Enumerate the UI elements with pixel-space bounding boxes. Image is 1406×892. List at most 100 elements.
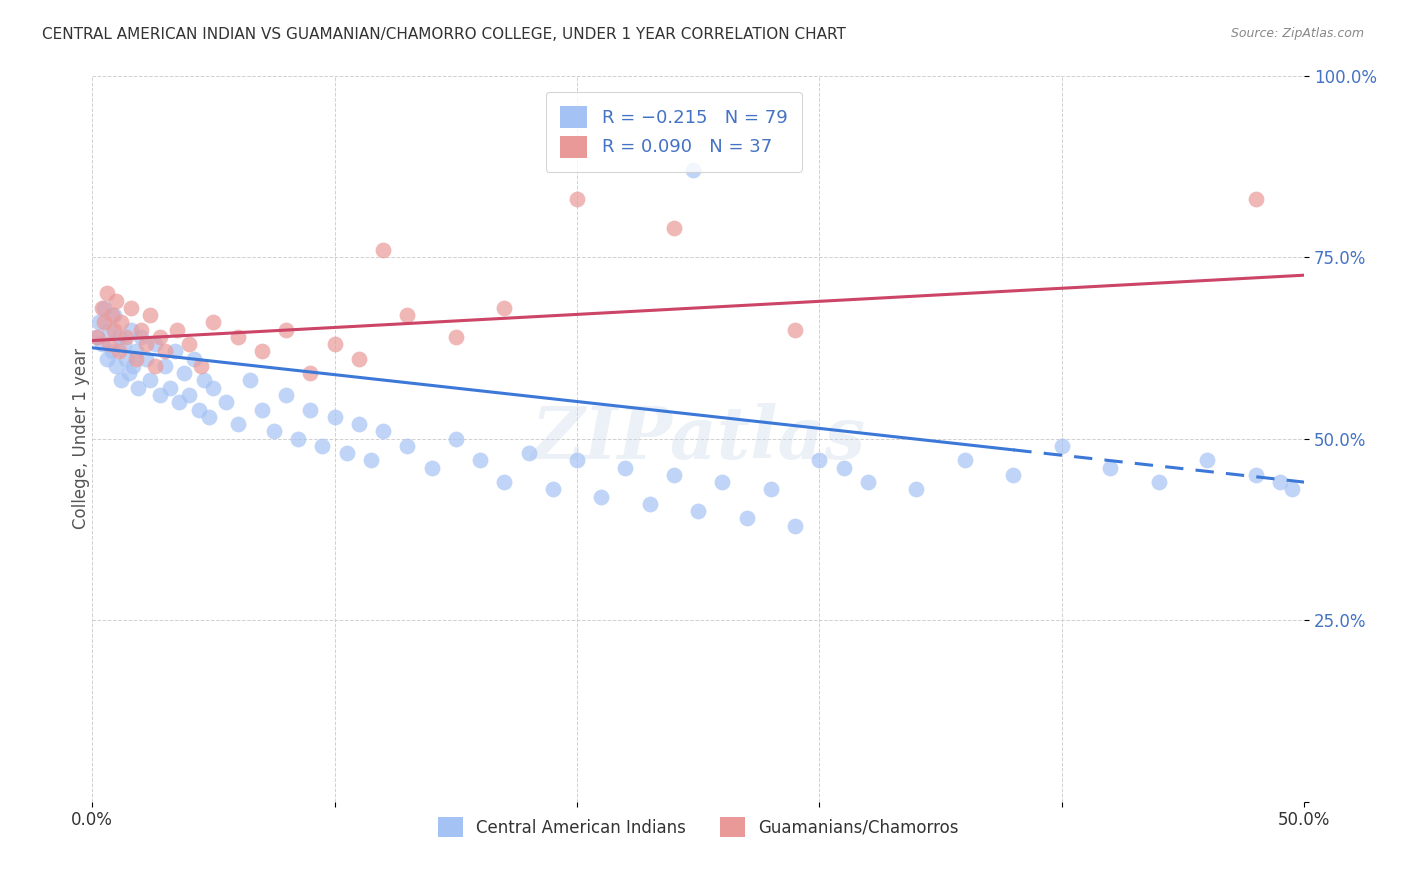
Point <box>120 301 142 315</box>
Point <box>1147 475 1170 489</box>
Point <box>638 497 661 511</box>
Point <box>396 308 419 322</box>
Point <box>187 402 209 417</box>
Point <box>108 344 131 359</box>
Point <box>468 453 491 467</box>
Point <box>110 374 132 388</box>
Point <box>100 308 122 322</box>
Point <box>371 425 394 439</box>
Point <box>541 483 564 497</box>
Point <box>565 453 588 467</box>
Point <box>89 315 111 329</box>
Point <box>173 366 195 380</box>
Point <box>108 330 131 344</box>
Point <box>785 518 807 533</box>
Point <box>347 417 370 431</box>
Point <box>1281 483 1303 497</box>
Point <box>86 330 108 344</box>
Point <box>96 351 118 366</box>
Point <box>299 366 322 380</box>
Point <box>129 323 152 337</box>
Point <box>153 344 176 359</box>
Point <box>129 330 152 344</box>
Point <box>785 323 807 337</box>
Point <box>134 337 156 351</box>
Point <box>153 359 176 373</box>
Point <box>1268 475 1291 489</box>
Point <box>190 359 212 373</box>
Point <box>112 337 135 351</box>
Point <box>311 439 333 453</box>
Point <box>808 453 831 467</box>
Point <box>1244 192 1267 206</box>
Point <box>1244 467 1267 482</box>
Point <box>202 315 225 329</box>
Point <box>125 351 148 366</box>
Text: ZIPatlas: ZIPatlas <box>531 403 865 474</box>
Point <box>139 308 162 322</box>
Point <box>98 323 121 337</box>
Point <box>591 490 613 504</box>
Point <box>420 460 443 475</box>
Point <box>169 395 191 409</box>
Point <box>565 192 588 206</box>
Point <box>711 475 734 489</box>
Point <box>86 330 108 344</box>
Point <box>183 351 205 366</box>
Point <box>347 351 370 366</box>
Point <box>202 381 225 395</box>
Point <box>287 432 309 446</box>
Point <box>905 483 928 497</box>
Point <box>127 381 149 395</box>
Point <box>134 351 156 366</box>
Point <box>166 323 188 337</box>
Point <box>139 374 162 388</box>
Point <box>396 439 419 453</box>
Point <box>120 323 142 337</box>
Point <box>143 359 166 373</box>
Point <box>115 330 138 344</box>
Point <box>159 381 181 395</box>
Point <box>149 330 172 344</box>
Point <box>226 417 249 431</box>
Point <box>688 504 710 518</box>
Point <box>110 315 132 329</box>
Point <box>115 351 138 366</box>
Point <box>149 388 172 402</box>
Point <box>105 359 128 373</box>
Point <box>214 395 236 409</box>
Y-axis label: College, Under 1 year: College, Under 1 year <box>72 348 90 529</box>
Point <box>96 286 118 301</box>
Point <box>274 323 297 337</box>
Point <box>832 460 855 475</box>
Point <box>360 453 382 467</box>
Text: Source: ZipAtlas.com: Source: ZipAtlas.com <box>1230 27 1364 40</box>
Legend: Central American Indians, Guamanians/Chamorros: Central American Indians, Guamanians/Cha… <box>432 811 965 844</box>
Point <box>1197 453 1219 467</box>
Point <box>226 330 249 344</box>
Point <box>1050 439 1073 453</box>
Point <box>444 330 467 344</box>
Point <box>93 315 115 329</box>
Point <box>323 337 346 351</box>
Point <box>122 359 145 373</box>
Point <box>682 162 704 177</box>
Point <box>274 388 297 402</box>
Point <box>143 337 166 351</box>
Point <box>299 402 322 417</box>
Point <box>517 446 540 460</box>
Point <box>117 366 139 380</box>
Point <box>759 483 782 497</box>
Point <box>444 432 467 446</box>
Point <box>662 467 685 482</box>
Point <box>90 301 112 315</box>
Point <box>100 344 122 359</box>
Point <box>1099 460 1122 475</box>
Point <box>250 402 273 417</box>
Point <box>371 243 394 257</box>
Point <box>90 337 112 351</box>
Point <box>1002 467 1025 482</box>
Point <box>735 511 758 525</box>
Point <box>103 323 125 337</box>
Point <box>105 293 128 308</box>
